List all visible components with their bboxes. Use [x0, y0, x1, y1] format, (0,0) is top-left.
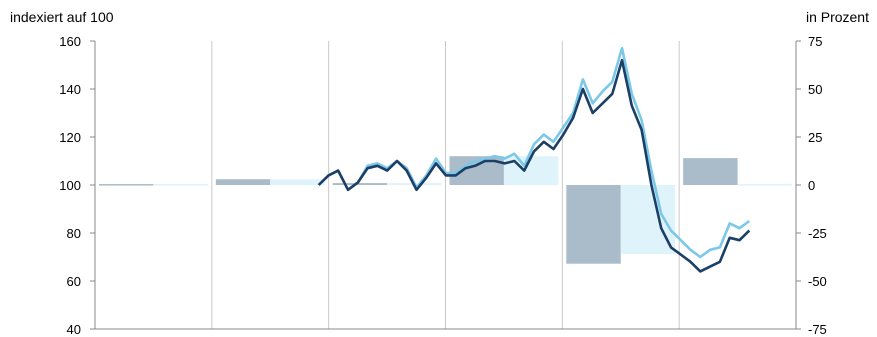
- left-tick-label: 80: [67, 226, 81, 241]
- right-tick-label: 75: [808, 34, 822, 49]
- left-tick-label: 120: [59, 130, 81, 145]
- right-tick-labels: 75 50 25 0 -25 -50 -75: [808, 34, 827, 337]
- right-tick-label: 25: [808, 130, 822, 145]
- bar-light: [620, 185, 676, 255]
- bar-dark: [99, 184, 154, 186]
- left-tick-labels: 160 140 120 100 80 60 40: [59, 34, 81, 337]
- left-tick-label: 140: [59, 82, 81, 97]
- left-tick-label: 160: [59, 34, 81, 49]
- bar-dark: [332, 183, 388, 185]
- left-axis-title: indexiert auf 100: [10, 9, 114, 25]
- bar-light: [737, 184, 792, 186]
- right-tick-label: 0: [808, 178, 815, 193]
- left-tick-label: 40: [67, 322, 81, 337]
- bar-dark: [215, 179, 271, 185]
- bar-light: [270, 179, 325, 185]
- right-tick-label: -75: [808, 322, 827, 337]
- grid: [211, 41, 680, 329]
- bar-dark: [566, 185, 621, 264]
- left-tick-label: 100: [59, 178, 81, 193]
- bar-light: [153, 184, 208, 186]
- series-line-0: [317, 58, 751, 273]
- bar-dark: [683, 158, 738, 185]
- axes: [90, 40, 801, 330]
- right-axis-title: in Prozent: [806, 9, 869, 25]
- right-tick-label: 50: [808, 82, 822, 97]
- right-tick-label: -25: [808, 226, 827, 241]
- left-tick-label: 60: [67, 274, 81, 289]
- right-tick-label: -50: [808, 274, 827, 289]
- lines: [317, 46, 751, 273]
